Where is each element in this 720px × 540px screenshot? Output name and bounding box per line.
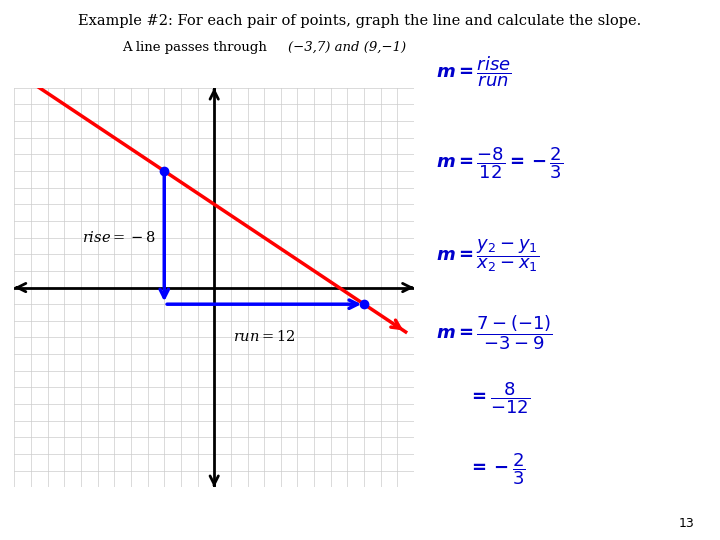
Text: (−3,7) and (9,−1): (−3,7) and (9,−1): [288, 41, 406, 54]
Text: A line passes through: A line passes through: [122, 40, 267, 53]
Text: 13: 13: [679, 517, 695, 530]
Text: $\boldsymbol{m = \dfrac{7-(-1)}{-3-9}}$: $\boldsymbol{m = \dfrac{7-(-1)}{-3-9}}$: [436, 313, 552, 352]
Text: Example #2: For each pair of points, graph the line and calculate the slope.: Example #2: For each pair of points, gra…: [78, 14, 642, 28]
Text: $run = 12$: $run = 12$: [233, 329, 295, 344]
Text: $\boldsymbol{m = \dfrac{-8}{12} = -\dfrac{2}{3}}$: $\boldsymbol{m = \dfrac{-8}{12} = -\dfra…: [436, 146, 563, 181]
Text: $\boldsymbol{= \dfrac{8}{-12}}$: $\boldsymbol{= \dfrac{8}{-12}}$: [468, 381, 530, 416]
Text: $rise = -8$: $rise = -8$: [82, 230, 156, 245]
Text: $\boldsymbol{m = \dfrac{\mathit{rise}}{\mathit{run}}}$: $\boldsymbol{m = \dfrac{\mathit{rise}}{\…: [436, 54, 511, 89]
Text: $\boldsymbol{= -\dfrac{2}{3}}$: $\boldsymbol{= -\dfrac{2}{3}}$: [468, 451, 526, 487]
Text: $\boldsymbol{m = \dfrac{y_2 - y_1}{x_2 - x_1}}$: $\boldsymbol{m = \dfrac{y_2 - y_1}{x_2 -…: [436, 238, 539, 274]
